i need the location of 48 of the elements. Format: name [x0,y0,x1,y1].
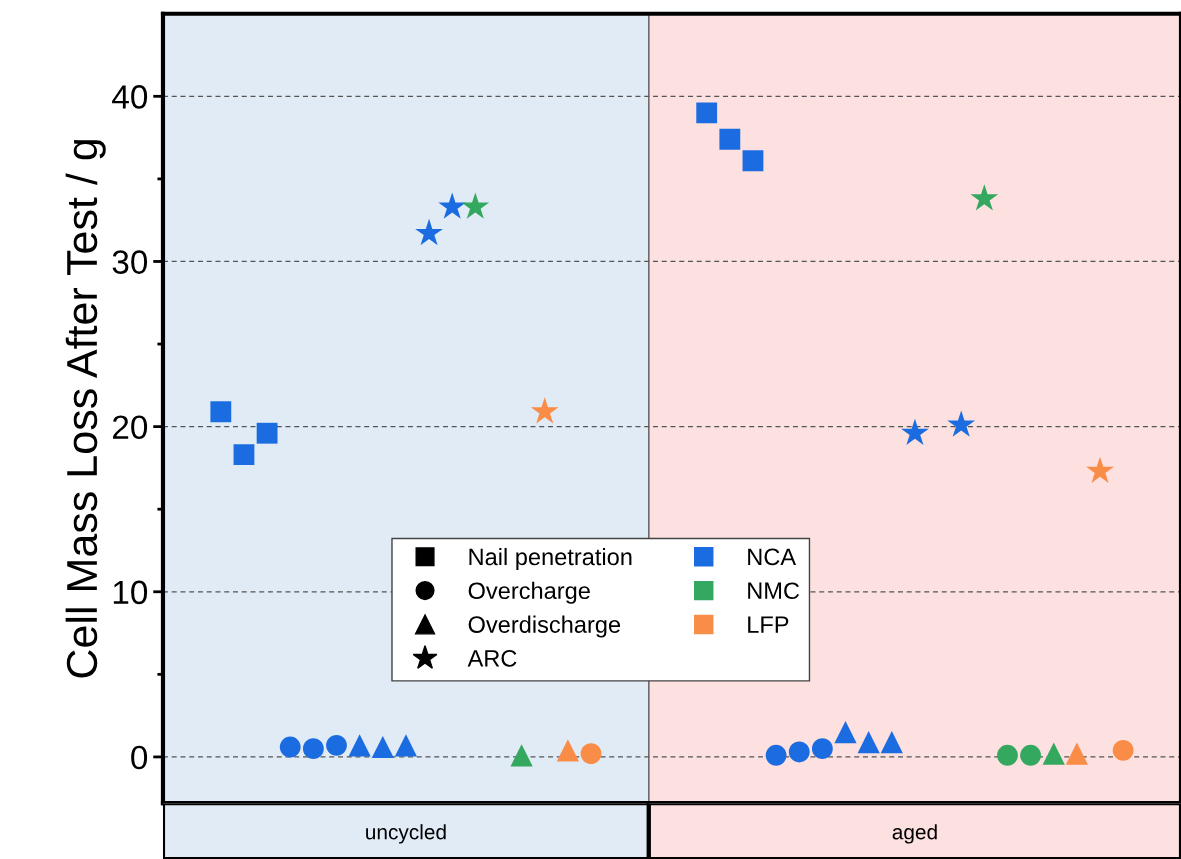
point [530,397,559,424]
point [510,744,533,767]
point [1020,744,1042,766]
point [742,150,764,172]
annotation: Nail penetration [469,547,632,570]
point [556,739,579,762]
annotation: ARC [467,650,517,667]
point [1042,742,1065,765]
point [279,736,301,758]
point [1112,739,1134,761]
point [580,743,602,765]
point [901,418,929,446]
point [302,738,324,760]
point [696,102,718,124]
point [811,738,833,760]
point [970,184,999,211]
point [233,444,255,466]
legend-label: NMC [748,582,800,600]
point [256,422,278,444]
point [719,128,741,150]
point [857,730,880,754]
y-tick-label: 10 [113,580,148,605]
point [348,734,371,757]
point [326,734,347,756]
point [834,721,857,744]
point [210,401,232,423]
text: uncycled [366,824,446,844]
point [947,410,976,437]
y-tick-label: 20 [113,415,148,440]
point [1065,742,1088,765]
point [461,192,490,219]
point [371,735,394,759]
point [880,730,903,754]
text: aged [892,824,937,844]
annotation: Overcharge [468,581,590,604]
point [1086,456,1114,484]
legend-label: NCA [748,548,797,566]
y-axis-title: Cell Mass Loss After Test / g [65,140,106,678]
point [765,744,787,766]
y-tick-label: 30 [112,250,148,274]
point [394,734,418,757]
point [997,744,1018,766]
legend-label: LFP [748,616,789,633]
point [788,741,810,763]
point [415,218,443,246]
annotation: Overdischarge [468,615,621,638]
y-tick-label: 40 [112,85,148,109]
y-tick-label: 0 [131,745,148,770]
